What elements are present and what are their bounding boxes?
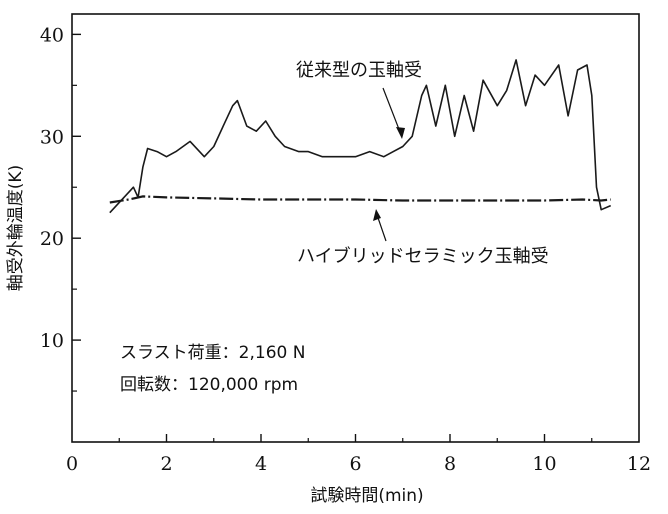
x-axis-title: 試験時間(min) [310,486,423,506]
y-tick-label: 40 [40,24,64,46]
y-axis-ticks: 10 20 30 40 [40,24,81,352]
thrust-load-text: スラスト荷重：2,160 N [120,343,305,363]
series-line-conventional-bearing [109,59,612,214]
minor-tick-marks [72,84,593,442]
x-tick-label: 10 [532,453,556,475]
x-tick-label: 0 [66,453,78,475]
rotation-speed-text: 回転数：120,000 rpm [120,375,298,395]
series-line-hybrid-ceramic-bearing [109,195,611,204]
x-tick-label: 12 [627,453,651,475]
x-tick-label: 4 [255,453,267,475]
arrowhead-hybrid [373,209,381,221]
arrowhead-conventional [396,127,405,139]
label-hybrid-bearing: ハイブリッドセラミック玉軸受 [297,245,549,267]
x-axis-ticks: 0 2 4 6 8 10 12 [66,434,651,475]
label-conventional-bearing: 従来型の玉軸受 [296,60,422,81]
x-tick-label: 2 [160,453,172,475]
x-tick-label: 8 [444,453,456,475]
y-tick-label: 20 [40,228,64,250]
x-tick-label: 6 [349,453,361,475]
y-tick-label: 10 [40,330,64,352]
y-tick-label: 30 [40,126,64,148]
y-axis-title: 軸受外輪温度(K) [6,165,26,291]
